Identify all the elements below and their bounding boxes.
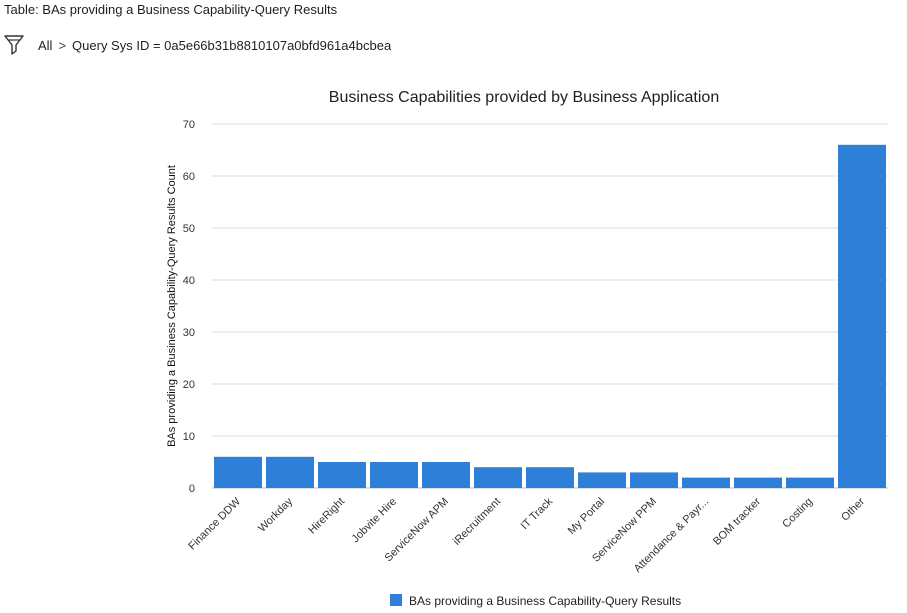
bar — [214, 456, 262, 488]
breadcrumb-condition[interactable]: Query Sys ID = 0a5e66b31b8810107a0bfd961… — [72, 37, 392, 53]
x-tick-label: Costing — [780, 496, 815, 531]
filter-funnel-icon[interactable] — [4, 34, 24, 56]
bar — [838, 144, 886, 489]
x-tick-label: IT Track — [519, 495, 556, 532]
bar — [318, 462, 366, 488]
bar — [734, 477, 782, 488]
breadcrumb-all-link[interactable]: All — [38, 37, 53, 53]
y-tick-label: 20 — [183, 379, 195, 391]
x-tick-label: My Portal — [566, 496, 607, 537]
breadcrumb: All > Query Sys ID = 0a5e66b31b8810107a0… — [4, 34, 391, 56]
y-tick-label: 30 — [183, 327, 195, 339]
y-tick-label: 10 — [183, 431, 195, 443]
y-tick-label: 50 — [183, 223, 195, 235]
bar — [786, 477, 834, 488]
bar — [526, 467, 574, 488]
y-tick-label: 70 — [183, 119, 195, 131]
bar — [474, 467, 522, 488]
y-tick-label: 60 — [183, 171, 195, 183]
breadcrumb-separator: > — [58, 37, 67, 53]
legend-label: BAs providing a Business Capability-Quer… — [409, 594, 681, 608]
x-tick-label: Jobvite Hire — [350, 496, 400, 546]
x-tick-label: HireRight — [306, 496, 347, 537]
bar — [578, 472, 626, 488]
x-tick-label: iRecruitment — [451, 496, 503, 548]
legend-swatch — [390, 594, 402, 606]
bar — [682, 477, 730, 488]
table-title: Table: BAs providing a Business Capabili… — [4, 2, 338, 17]
y-tick-label: 40 — [183, 275, 195, 287]
y-tick-label: 0 — [189, 483, 195, 495]
chart-title: Business Capabilities provided by Busine… — [329, 89, 719, 106]
x-tick-label: Workday — [256, 495, 295, 534]
x-tick-label: Other — [839, 495, 867, 523]
bar — [422, 462, 470, 488]
bar — [266, 456, 314, 488]
bar — [370, 462, 418, 488]
x-tick-label: BOM tracker — [711, 495, 763, 547]
x-tick-label: Finance DDW — [186, 495, 243, 552]
y-axis-title: BAs providing a Business Capability-Quer… — [166, 165, 178, 447]
bar — [630, 472, 678, 488]
